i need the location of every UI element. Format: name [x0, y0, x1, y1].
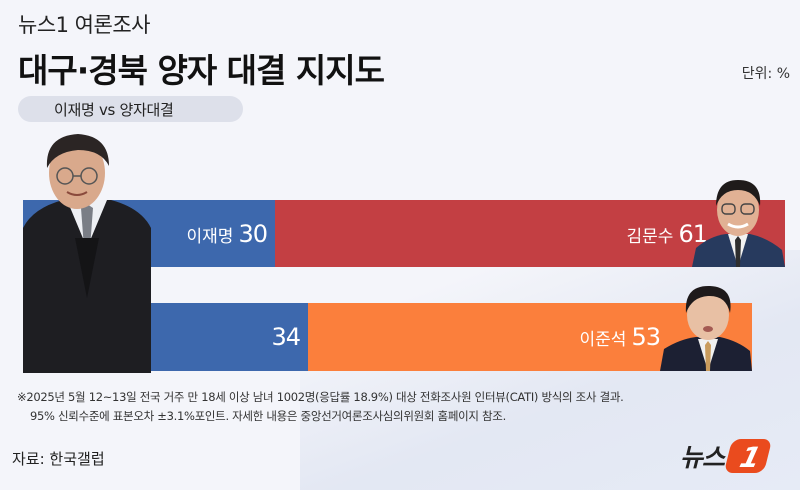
- matchup-tag-text: 이재명 vs 양자대결: [54, 101, 174, 119]
- logo-mark-icon: 1: [723, 439, 773, 474]
- unit-label: 단위: %: [741, 66, 790, 82]
- candidate-value: 30: [238, 219, 268, 248]
- candidate-value: 34: [271, 323, 301, 351]
- chart-title: 대구·경북 양자 대결 지지도: [18, 51, 385, 90]
- candidate-name: 이준석: [579, 330, 627, 350]
- matchup-tag: 이재명 vs 양자대결: [18, 96, 243, 122]
- photo-lee-jae-myung: [23, 128, 151, 373]
- logo-text: 뉴스: [680, 443, 725, 472]
- footnote-line-2: 95% 신뢰수준에 표본오차 ±3.1%포인트. 자세한 내용은 중앙선거여론조…: [30, 409, 506, 423]
- photo-kim-moon-soo: [690, 176, 785, 267]
- candidate-value: 53: [631, 323, 661, 351]
- chart-subtitle: 뉴스1 여론조사: [18, 13, 150, 37]
- news1-logo: 뉴스 1: [680, 438, 773, 474]
- source-label: 자료: 한국갤럽: [12, 450, 105, 468]
- candidate-name: 이재명: [186, 226, 234, 247]
- footnote-line-1: ※2025년 5월 12~13일 전국 거주 만 18세 이상 남녀 1002명…: [17, 390, 624, 404]
- candidate-name: 김문수: [626, 226, 674, 247]
- photo-lee-jun-seok: [660, 283, 752, 371]
